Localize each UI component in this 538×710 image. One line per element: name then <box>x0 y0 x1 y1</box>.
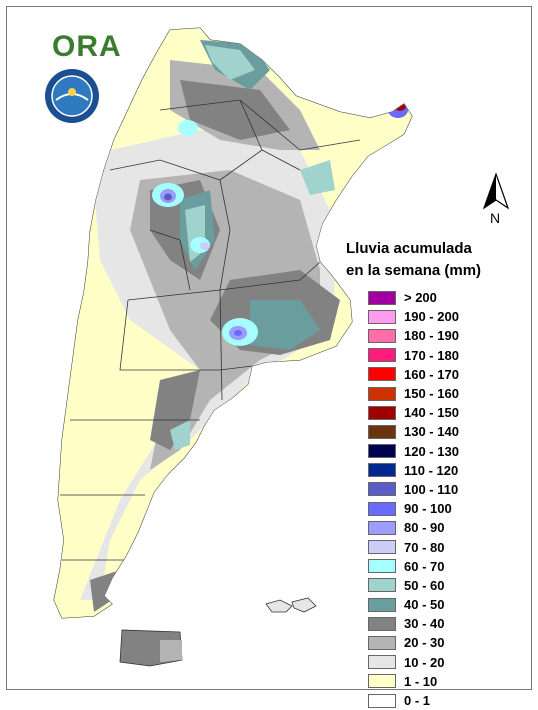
legend-title-line1: Lluvia acumulada <box>346 240 472 257</box>
legend-item: 40 - 50 <box>368 595 459 614</box>
legend-label: 140 - 150 <box>404 405 459 421</box>
legend-swatch <box>368 559 396 574</box>
legend-swatch <box>368 386 396 401</box>
legend-label: 150 - 160 <box>404 386 459 402</box>
legend-swatch <box>368 290 396 305</box>
legend-swatch <box>368 367 396 382</box>
legend-swatch <box>368 463 396 478</box>
legend-label: 160 - 170 <box>404 366 459 382</box>
legend-swatch <box>368 501 396 516</box>
legend-swatch <box>368 328 396 343</box>
legend-item: 150 - 160 <box>368 384 459 403</box>
legend-label: 10 - 20 <box>404 654 445 670</box>
legend-item: 50 - 60 <box>368 576 459 595</box>
legend-item: 110 - 120 <box>368 461 459 480</box>
legend-item: 170 - 180 <box>368 346 459 365</box>
legend-title: Lluvia acumulada en la semana (mm) <box>346 238 481 282</box>
legend-title-line2: en la semana (mm) <box>346 262 482 279</box>
legend-item: 0 - 1 <box>368 691 459 710</box>
legend-item: 90 - 100 <box>368 499 459 518</box>
legend-item: > 200 <box>368 288 459 307</box>
legend-item: 190 - 200 <box>368 307 459 326</box>
legend-label: 30 - 40 <box>404 616 445 632</box>
legend-swatch <box>368 405 396 420</box>
legend-item: 60 - 70 <box>368 557 459 576</box>
legend-swatch <box>368 424 396 439</box>
legend-label: 120 - 130 <box>404 443 459 459</box>
legend-label: 0 - 1 <box>404 693 431 709</box>
legend-label: 170 - 180 <box>404 347 459 363</box>
legend-item: 140 - 150 <box>368 403 459 422</box>
legend-swatch <box>368 348 396 363</box>
legend-label: 1 - 10 <box>404 673 438 689</box>
legend-label: 110 - 120 <box>404 462 459 478</box>
legend: > 200 190 - 200 180 - 190 170 - 180 160 - 17… <box>368 288 459 710</box>
legend-item: 120 - 130 <box>368 442 459 461</box>
legend-label: 40 - 50 <box>404 597 445 613</box>
legend-swatch <box>368 635 396 650</box>
legend-item: 100 - 110 <box>368 480 459 499</box>
legend-label: 60 - 70 <box>404 558 445 574</box>
legend-swatch <box>368 482 396 497</box>
seal-icon <box>45 69 99 123</box>
legend-swatch <box>368 578 396 593</box>
north-label: N <box>490 210 501 226</box>
legend-label: 70 - 80 <box>404 539 445 555</box>
ora-logo: ORA <box>52 30 122 63</box>
legend-label: 180 - 190 <box>404 328 459 344</box>
legend-label: 20 - 30 <box>404 635 445 651</box>
legend-label: 50 - 60 <box>404 577 445 593</box>
legend-swatch <box>368 540 396 555</box>
legend-item: 130 - 140 <box>368 422 459 441</box>
legend-swatch <box>368 655 396 670</box>
legend-item: 180 - 190 <box>368 326 459 345</box>
legend-label: 80 - 90 <box>404 520 445 536</box>
legend-swatch <box>368 597 396 612</box>
legend-swatch <box>368 674 396 689</box>
legend-label: 90 - 100 <box>404 501 452 517</box>
legend-item: 70 - 80 <box>368 537 459 556</box>
legend-label: 130 - 140 <box>404 424 459 440</box>
legend-item: 30 - 40 <box>368 614 459 633</box>
legend-label: > 200 <box>404 290 437 306</box>
legend-label: 100 - 110 <box>404 481 459 497</box>
north-arrow-icon <box>482 172 510 210</box>
legend-swatch <box>368 309 396 324</box>
legend-item: 80 - 90 <box>368 518 459 537</box>
legend-item: 160 - 170 <box>368 365 459 384</box>
legend-item: 1 - 10 <box>368 672 459 691</box>
legend-swatch <box>368 520 396 535</box>
legend-item: 10 - 20 <box>368 653 459 672</box>
legend-swatch <box>368 616 396 631</box>
legend-swatch <box>368 444 396 459</box>
legend-item: 20 - 30 <box>368 633 459 652</box>
legend-label: 190 - 200 <box>404 309 459 325</box>
